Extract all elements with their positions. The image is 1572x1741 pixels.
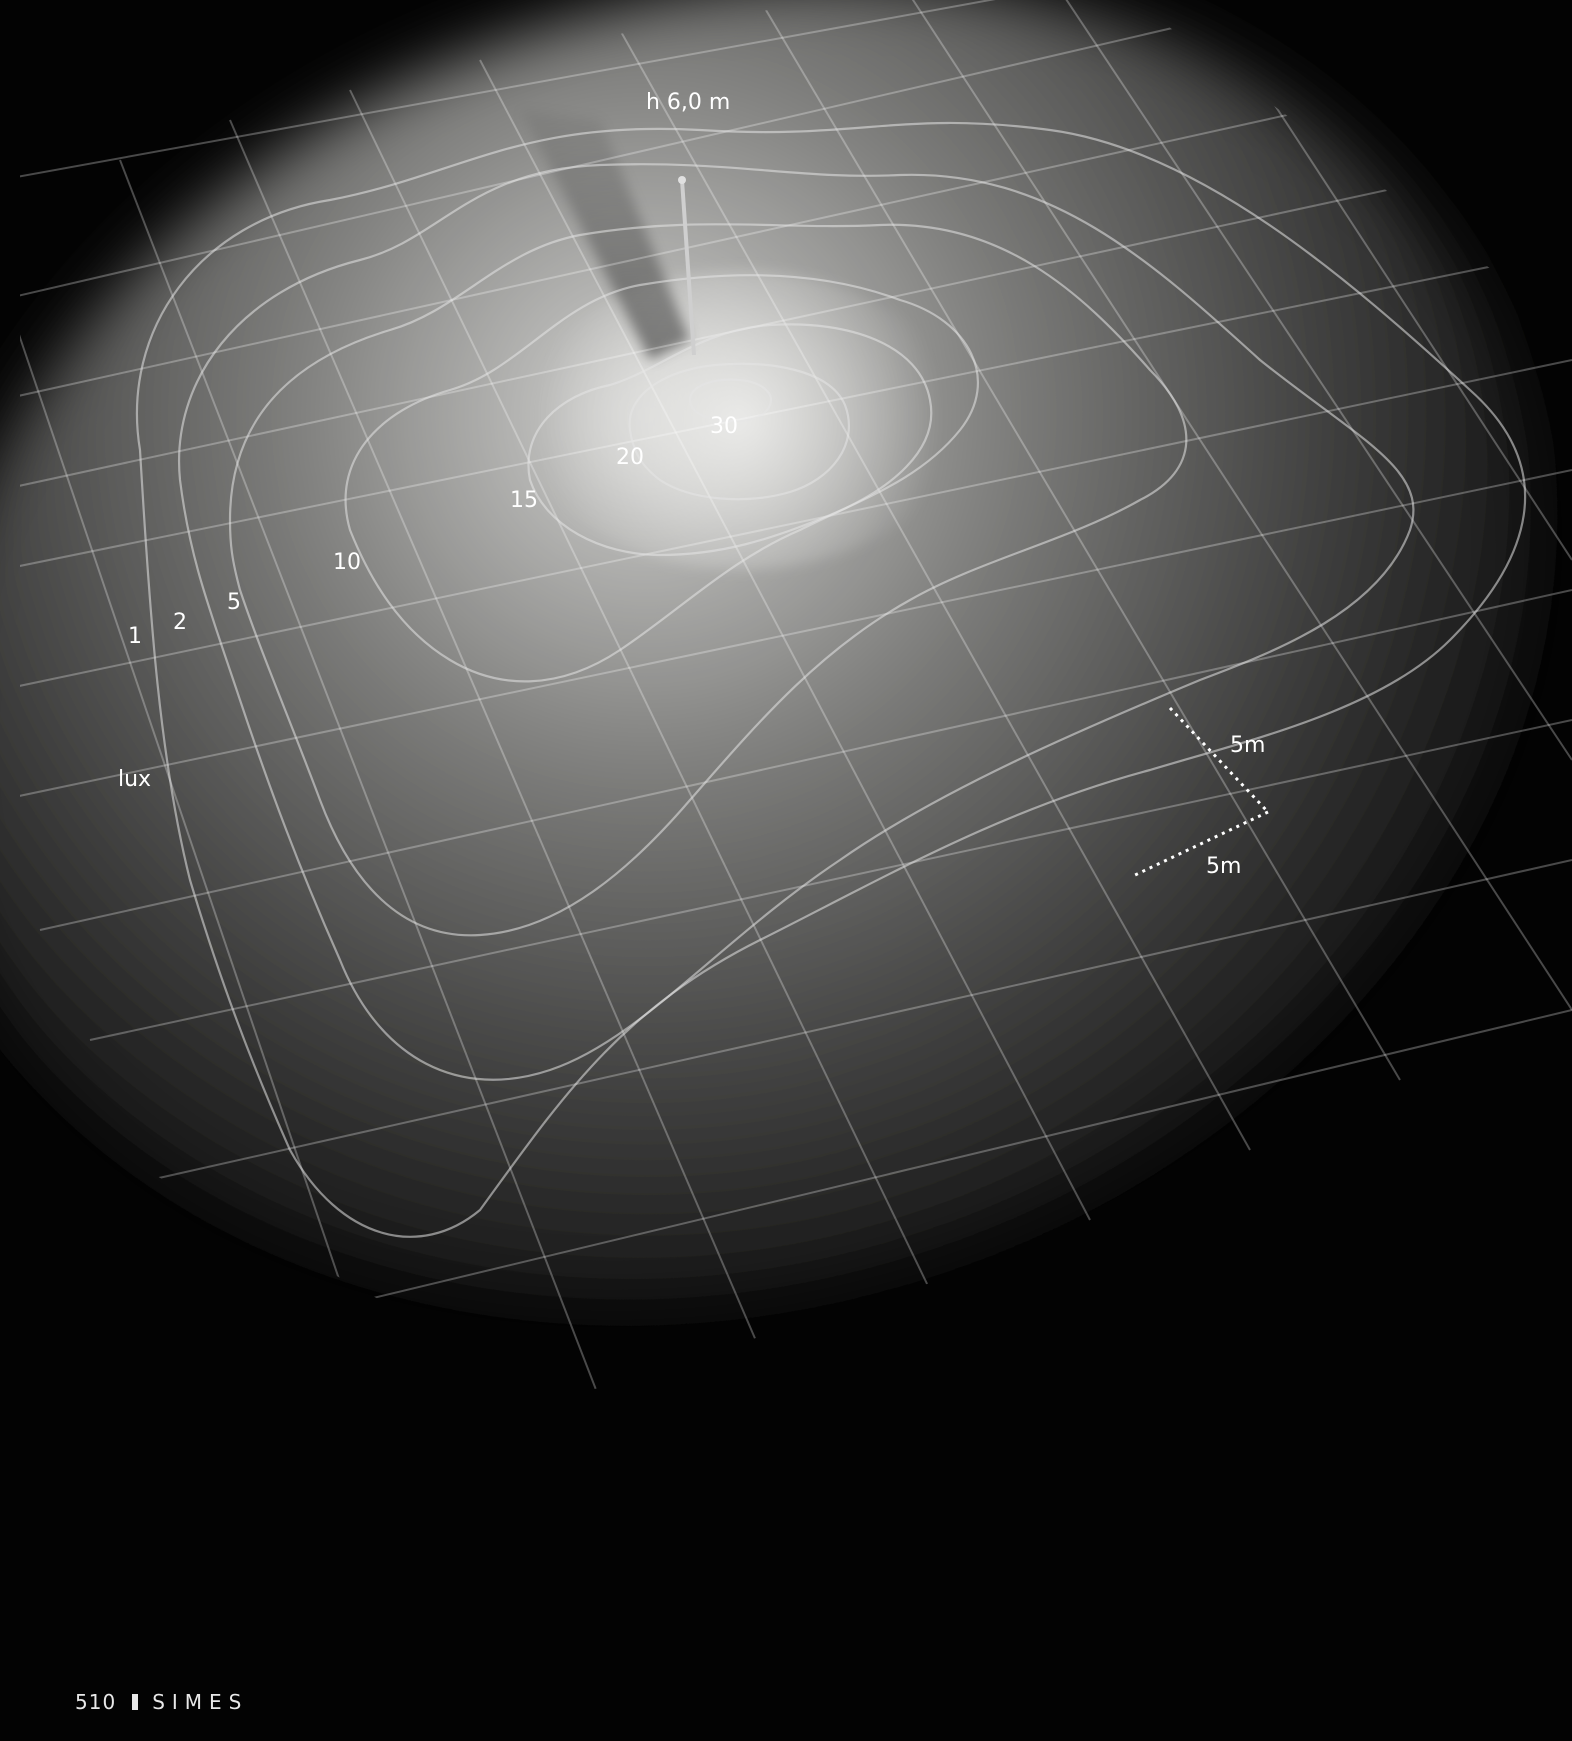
brand-name: SIMES bbox=[152, 1690, 249, 1714]
contour-line-15 bbox=[527, 323, 933, 557]
contour-label-30: 30 bbox=[710, 414, 738, 439]
contour-label-2: 2 bbox=[173, 610, 187, 635]
contour-label-15: 15 bbox=[510, 488, 538, 513]
contour-line-30 bbox=[688, 378, 773, 423]
unit-label: lux bbox=[118, 767, 151, 792]
page-footer: 510 SIMES bbox=[75, 1690, 248, 1714]
contour-line-5 bbox=[228, 223, 1188, 937]
contour-line-10 bbox=[344, 274, 979, 683]
contour-line-20 bbox=[628, 362, 851, 501]
contour-label-5: 5 bbox=[227, 590, 241, 615]
scale-label-depth: 5m bbox=[1230, 733, 1265, 758]
floor-grid bbox=[20, 0, 1572, 1400]
contour-label-1: 1 bbox=[128, 624, 142, 649]
contour-line-2 bbox=[177, 163, 1415, 1081]
footer-separator bbox=[132, 1694, 139, 1710]
contour-label-20: 20 bbox=[616, 445, 644, 470]
luminaire-pole bbox=[678, 176, 696, 356]
pole-height-label: h 6,0 m bbox=[646, 90, 730, 115]
contour-line-1 bbox=[135, 121, 1527, 1238]
scale-label-width: 5m bbox=[1206, 854, 1241, 879]
isolux-contours bbox=[135, 121, 1527, 1238]
contour-label-10: 10 bbox=[333, 550, 361, 575]
scale-indicator bbox=[1132, 706, 1270, 878]
floor-illumination bbox=[0, 0, 1535, 1300]
page-number: 510 bbox=[75, 1690, 117, 1714]
